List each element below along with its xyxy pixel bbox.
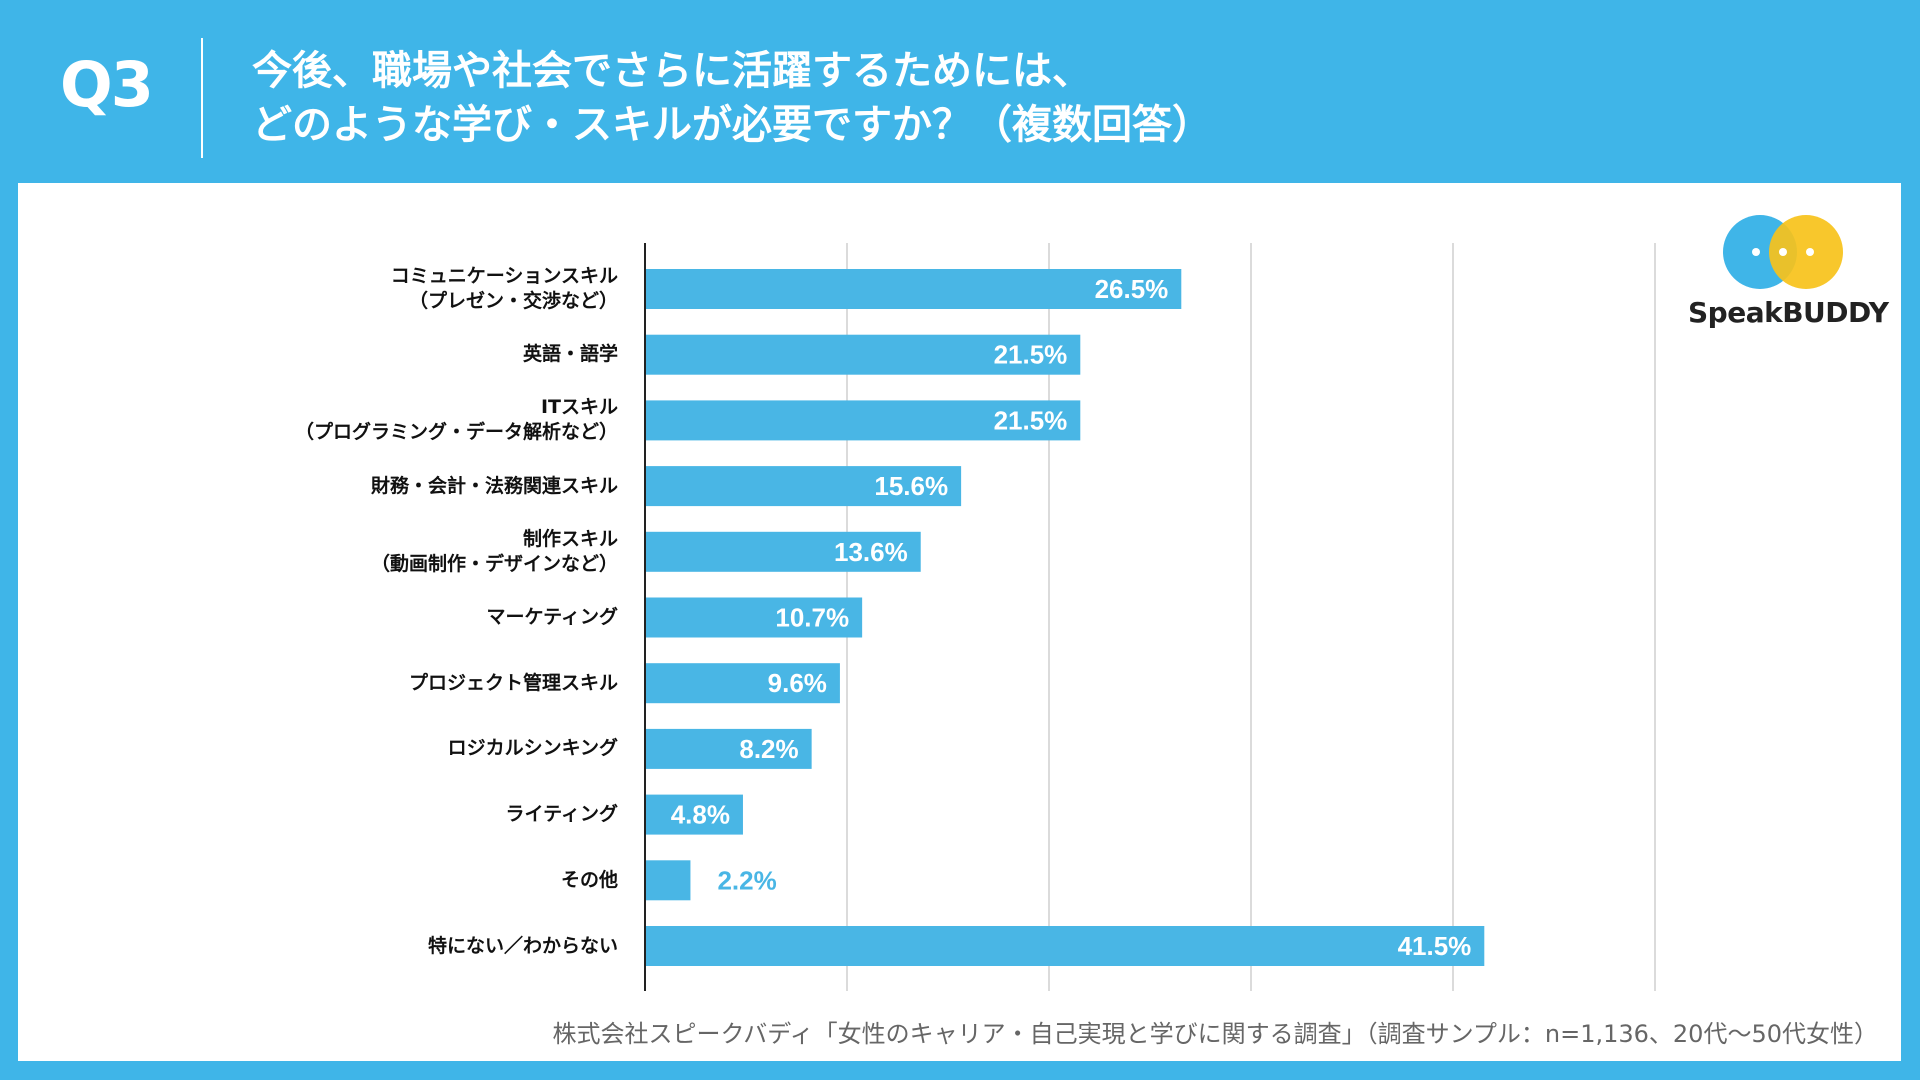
- category-label-line: ロジカルシンキング: [447, 737, 618, 760]
- category-label-line: 英語・語学: [522, 343, 618, 366]
- category-label: ロジカルシンキング: [158, 736, 618, 761]
- bar: [646, 531, 921, 572]
- bar-value-label: 41.5%: [1398, 931, 1472, 961]
- question-title-line-2: どのような学び・スキルが必要ですか？（複数回答）: [252, 102, 1212, 148]
- bar-value-label: 10.7%: [775, 603, 849, 633]
- source-note: 株式会社スピークバディ「女性のキャリア・自己実現と学びに関する調査」（調査サンプ…: [552, 1020, 1878, 1048]
- speakbuddy-logo: SpeakBUDDY: [1688, 208, 1889, 338]
- category-label: 制作スキル （動画制作・デザインなど）: [158, 527, 618, 577]
- bar: [646, 728, 812, 769]
- category-label: プロジェクト管理スキル: [158, 671, 618, 696]
- category-label-line: プロジェクト管理スキル: [408, 671, 618, 694]
- logo-text: SpeakBUDDY: [1688, 296, 1889, 329]
- bar-value-label: 21.5%: [994, 340, 1068, 370]
- bar-value-label: 13.6%: [834, 537, 908, 567]
- bar: [646, 269, 1182, 309]
- category-label-line: マーケティング: [486, 606, 618, 628]
- header: Q3 今後、職場や社会でさらに活躍するためには、 どのような学び・スキルが必要で…: [0, 0, 1920, 182]
- bar-value-label: 21.5%: [994, 405, 1068, 435]
- category-label: マーケティング: [158, 605, 618, 630]
- bar: [646, 334, 1081, 375]
- category-label-line: その他: [560, 868, 618, 891]
- bar-value-label: 15.6%: [874, 471, 948, 501]
- category-label: ITスキル （プログラミング・データ解析など）: [158, 395, 618, 445]
- question-title-line-1: 今後、職場や社会でさらに活躍するためには、: [252, 48, 1092, 94]
- category-label: 英語・語学: [158, 342, 618, 367]
- bar-value-label: 9.6%: [768, 668, 827, 698]
- bar-value-label: 4.8%: [671, 800, 730, 830]
- category-label: 財務・会計・法務関連スキル: [158, 474, 618, 499]
- bar: [646, 597, 863, 638]
- header-divider: [201, 38, 203, 158]
- category-label-line: 財務・会計・法務関連スキル: [370, 474, 618, 497]
- category-label-line: 特にない／わからない: [427, 934, 618, 957]
- bar-chart: 26.5% 21.5% 21.5% 15.6% 13.6% 10.7% 9.6% 8.2% 4.…: [644, 243, 1656, 991]
- category-label-line: ITスキル: [540, 396, 618, 419]
- category-label-line: 制作スキル: [522, 527, 618, 550]
- category-label-line: コミュニケーションスキル: [390, 265, 618, 287]
- logo-mark-icon: [1723, 215, 1843, 289]
- bar-value-label: 2.2%: [717, 865, 776, 895]
- bar-value-label: 8.2%: [739, 734, 798, 764]
- bar: [646, 466, 962, 507]
- category-label: その他: [158, 868, 618, 893]
- bar: [646, 663, 840, 704]
- question-title: 今後、職場や社会でさらに活躍するためには、 どのような学び・スキルが必要ですか？…: [252, 44, 1852, 152]
- category-label-line: （プログラミング・データ解析など）: [294, 421, 618, 444]
- bar: [646, 400, 1081, 441]
- category-label-line: ライティング: [505, 803, 618, 826]
- bar: [646, 860, 691, 901]
- category-label: コミュニケーションスキル （プレゼン・交渉など）: [158, 264, 618, 314]
- question-number: Q3: [60, 48, 154, 121]
- bar-value-label: 26.5%: [1095, 274, 1169, 304]
- bar: [646, 794, 743, 835]
- category-label-line: （プレゼン・交渉など）: [408, 290, 618, 312]
- bar: [646, 926, 1485, 966]
- chart-card: 26.5% 21.5% 21.5% 15.6% 13.6% 10.7% 9.6% 8.2% 4.…: [18, 183, 1901, 1061]
- category-label-line: （動画制作・デザインなど）: [370, 552, 618, 575]
- category-label: ライティング: [158, 802, 618, 827]
- category-label: 特にない／わからない: [158, 934, 618, 959]
